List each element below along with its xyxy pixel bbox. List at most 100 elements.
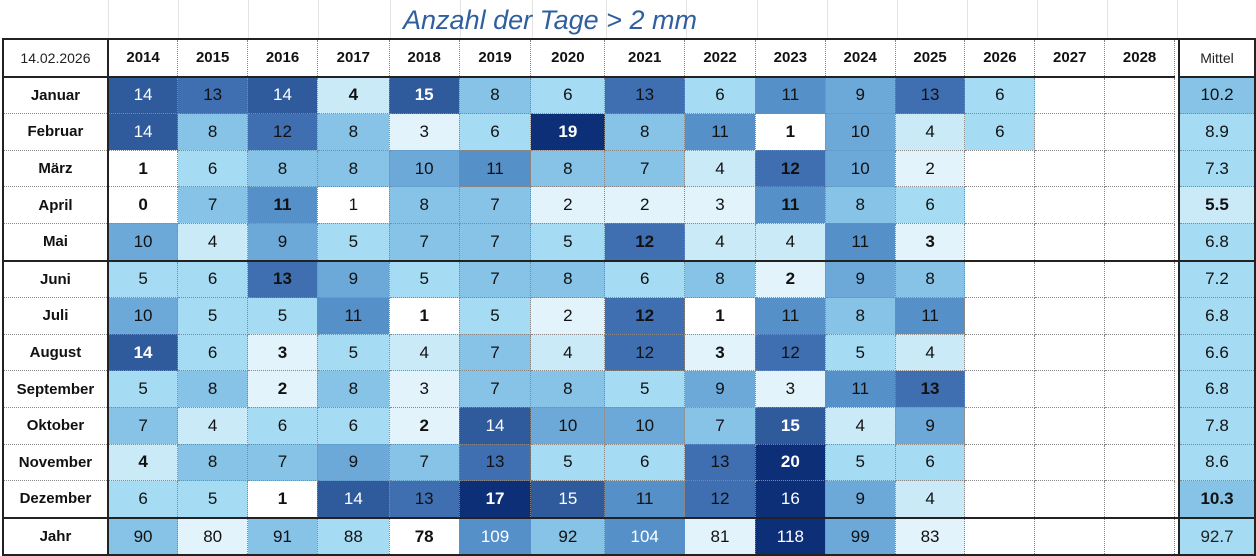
total-cell[interactable] [1104, 516, 1175, 556]
value-cell[interactable]: 5 [107, 260, 179, 299]
value-cell[interactable]: 8 [177, 370, 249, 408]
value-cell[interactable] [1104, 76, 1175, 115]
value-cell[interactable]: 7 [684, 406, 756, 445]
value-cell[interactable]: 8 [824, 297, 896, 335]
mean-cell[interactable]: 6.6 [1177, 333, 1256, 372]
value-cell[interactable]: 13 [894, 370, 966, 408]
total-cell[interactable] [964, 516, 1036, 556]
value-cell[interactable]: 14 [316, 480, 390, 519]
value-cell[interactable] [1104, 297, 1175, 335]
total-label[interactable]: Jahr [2, 516, 109, 556]
mean-header[interactable]: Mittel [1177, 38, 1256, 78]
value-cell[interactable]: 14 [107, 76, 179, 115]
value-cell[interactable]: 3 [754, 370, 826, 408]
value-cell[interactable]: 11 [684, 113, 756, 151]
value-cell[interactable]: 3 [684, 333, 756, 372]
value-cell[interactable]: 4 [824, 406, 896, 445]
value-cell[interactable]: 9 [824, 76, 896, 115]
value-cell[interactable] [964, 370, 1036, 408]
mean-cell[interactable]: 10.3 [1177, 480, 1256, 519]
value-cell[interactable] [964, 480, 1036, 519]
value-cell[interactable]: 5 [530, 222, 606, 262]
value-cell[interactable]: 11 [754, 76, 826, 115]
value-cell[interactable]: 2 [388, 406, 460, 445]
value-cell[interactable]: 15 [388, 76, 460, 115]
value-cell[interactable]: 8 [530, 149, 606, 188]
value-cell[interactable]: 5 [824, 333, 896, 372]
value-cell[interactable]: 11 [894, 297, 966, 335]
value-cell[interactable] [1104, 480, 1175, 519]
value-cell[interactable] [1104, 113, 1175, 151]
value-cell[interactable]: 11 [316, 297, 390, 335]
value-cell[interactable]: 20 [754, 443, 826, 482]
year-header-2023[interactable]: 2023 [754, 38, 826, 78]
month-label[interactable]: Juni [2, 260, 109, 299]
value-cell[interactable]: 11 [824, 222, 896, 262]
value-cell[interactable]: 9 [316, 260, 390, 299]
value-cell[interactable]: 6 [177, 260, 249, 299]
mean-cell[interactable]: 7.8 [1177, 406, 1256, 445]
value-cell[interactable]: 4 [177, 406, 249, 445]
mean-cell[interactable]: 6.8 [1177, 297, 1256, 335]
value-cell[interactable]: 4 [530, 333, 606, 372]
month-label[interactable]: Juli [2, 297, 109, 335]
value-cell[interactable]: 7 [458, 370, 532, 408]
value-cell[interactable]: 8 [458, 76, 532, 115]
value-cell[interactable] [1104, 222, 1175, 262]
value-cell[interactable]: 10 [824, 149, 896, 188]
mean-cell[interactable]: 6.8 [1177, 222, 1256, 262]
value-cell[interactable]: 7 [458, 333, 532, 372]
value-cell[interactable] [1034, 370, 1106, 408]
value-cell[interactable]: 4 [894, 333, 966, 372]
value-cell[interactable] [964, 149, 1036, 188]
total-cell[interactable]: 109 [458, 516, 532, 556]
year-header-2022[interactable]: 2022 [684, 38, 756, 78]
value-cell[interactable]: 6 [964, 76, 1036, 115]
value-cell[interactable]: 6 [964, 113, 1036, 151]
value-cell[interactable]: 1 [754, 113, 826, 151]
value-cell[interactable]: 2 [894, 149, 966, 188]
value-cell[interactable] [964, 222, 1036, 262]
value-cell[interactable]: 10 [107, 222, 179, 262]
mean-cell[interactable]: 5.5 [1177, 186, 1256, 224]
value-cell[interactable]: 3 [388, 370, 460, 408]
value-cell[interactable]: 13 [458, 443, 532, 482]
value-cell[interactable]: 14 [107, 113, 179, 151]
value-cell[interactable]: 19 [530, 113, 606, 151]
value-cell[interactable] [1104, 333, 1175, 372]
value-cell[interactable]: 6 [458, 113, 532, 151]
value-cell[interactable]: 11 [754, 297, 826, 335]
value-cell[interactable]: 7 [458, 222, 532, 262]
value-cell[interactable] [1034, 333, 1106, 372]
month-label[interactable]: Oktober [2, 406, 109, 445]
mean-cell[interactable]: 7.2 [1177, 260, 1256, 299]
year-header-2025[interactable]: 2025 [894, 38, 966, 78]
total-cell[interactable]: 78 [388, 516, 460, 556]
value-cell[interactable]: 9 [824, 480, 896, 519]
value-cell[interactable]: 6 [604, 443, 686, 482]
rain-days-table[interactable]: 14.02.2026 2014 2015 2016 2017 2018 2019 2020 20… [2, 38, 1256, 556]
value-cell[interactable]: 8 [177, 443, 249, 482]
value-cell[interactable]: 13 [247, 260, 318, 299]
value-cell[interactable] [1034, 297, 1106, 335]
value-cell[interactable]: 5 [107, 370, 179, 408]
value-cell[interactable] [1104, 186, 1175, 224]
value-cell[interactable]: 2 [247, 370, 318, 408]
value-cell[interactable]: 8 [316, 113, 390, 151]
year-header-2021[interactable]: 2021 [604, 38, 686, 78]
year-header-2019[interactable]: 2019 [458, 38, 532, 78]
value-cell[interactable] [1104, 370, 1175, 408]
value-cell[interactable]: 2 [530, 297, 606, 335]
mean-cell[interactable]: 8.9 [1177, 113, 1256, 151]
value-cell[interactable]: 1 [107, 149, 179, 188]
value-cell[interactable]: 4 [107, 443, 179, 482]
month-label[interactable]: Januar [2, 76, 109, 115]
value-cell[interactable]: 8 [388, 186, 460, 224]
value-cell[interactable]: 4 [388, 333, 460, 372]
value-cell[interactable] [1104, 406, 1175, 445]
month-label[interactable]: Mai [2, 222, 109, 262]
value-cell[interactable]: 6 [894, 443, 966, 482]
value-cell[interactable]: 6 [604, 260, 686, 299]
total-cell[interactable] [1034, 516, 1106, 556]
month-label[interactable]: Dezember [2, 480, 109, 519]
